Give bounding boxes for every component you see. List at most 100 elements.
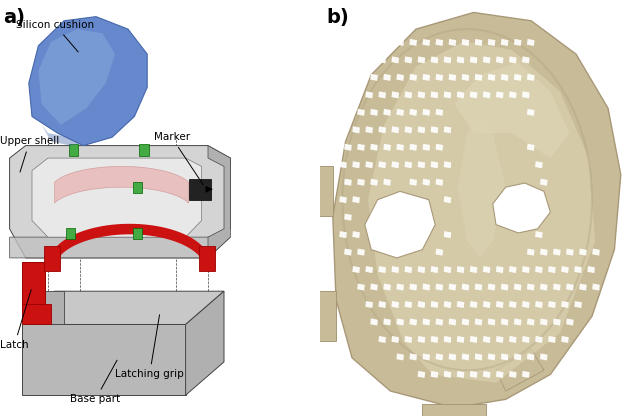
Polygon shape	[344, 179, 352, 186]
Polygon shape	[44, 246, 60, 271]
Polygon shape	[553, 249, 561, 255]
Polygon shape	[422, 319, 430, 325]
Polygon shape	[199, 246, 215, 271]
Polygon shape	[553, 284, 561, 290]
Polygon shape	[457, 57, 465, 63]
Polygon shape	[527, 249, 534, 255]
Polygon shape	[378, 126, 386, 133]
Polygon shape	[378, 266, 386, 273]
Polygon shape	[527, 354, 534, 360]
Polygon shape	[42, 125, 102, 146]
Polygon shape	[392, 92, 399, 98]
Polygon shape	[392, 266, 399, 273]
Polygon shape	[22, 262, 45, 312]
Polygon shape	[431, 266, 438, 273]
Polygon shape	[365, 191, 435, 258]
Polygon shape	[371, 109, 378, 116]
Polygon shape	[365, 266, 373, 273]
Polygon shape	[540, 249, 548, 255]
Polygon shape	[457, 371, 465, 378]
Polygon shape	[574, 266, 582, 273]
Polygon shape	[579, 284, 587, 290]
Polygon shape	[449, 39, 456, 46]
Polygon shape	[410, 109, 417, 116]
Polygon shape	[496, 349, 544, 391]
Polygon shape	[32, 158, 202, 237]
Polygon shape	[422, 404, 486, 416]
Polygon shape	[422, 284, 430, 290]
Polygon shape	[189, 179, 211, 200]
Polygon shape	[488, 74, 495, 81]
Polygon shape	[540, 354, 548, 360]
Polygon shape	[404, 126, 412, 133]
Polygon shape	[449, 74, 456, 81]
Polygon shape	[431, 57, 438, 63]
Polygon shape	[493, 183, 550, 233]
Polygon shape	[444, 161, 451, 168]
Polygon shape	[501, 319, 508, 325]
Bar	[66, 228, 76, 239]
Polygon shape	[314, 166, 333, 216]
Polygon shape	[404, 336, 412, 343]
Polygon shape	[422, 74, 430, 81]
Text: Upper shell: Upper shell	[0, 136, 60, 172]
Polygon shape	[527, 319, 534, 325]
Polygon shape	[357, 249, 365, 255]
Polygon shape	[436, 39, 443, 46]
Polygon shape	[344, 214, 352, 220]
Polygon shape	[561, 336, 569, 343]
Polygon shape	[483, 336, 490, 343]
Polygon shape	[357, 144, 365, 151]
Polygon shape	[501, 39, 508, 46]
Polygon shape	[470, 266, 477, 273]
Polygon shape	[396, 319, 404, 325]
Polygon shape	[522, 371, 530, 378]
Polygon shape	[574, 301, 582, 308]
Polygon shape	[383, 284, 391, 290]
Polygon shape	[470, 371, 477, 378]
Polygon shape	[509, 301, 516, 308]
Polygon shape	[371, 74, 378, 81]
Polygon shape	[371, 319, 378, 325]
Polygon shape	[548, 266, 556, 273]
Polygon shape	[410, 319, 417, 325]
Polygon shape	[514, 39, 522, 46]
Polygon shape	[514, 319, 522, 325]
Polygon shape	[339, 231, 347, 238]
Polygon shape	[410, 284, 417, 290]
Polygon shape	[527, 144, 534, 151]
Polygon shape	[444, 301, 451, 308]
Polygon shape	[553, 319, 561, 325]
Polygon shape	[535, 301, 543, 308]
Polygon shape	[417, 161, 425, 168]
Polygon shape	[509, 266, 516, 273]
Polygon shape	[461, 74, 469, 81]
Polygon shape	[444, 57, 451, 63]
Polygon shape	[457, 336, 465, 343]
Polygon shape	[436, 74, 443, 81]
Polygon shape	[54, 166, 189, 203]
Polygon shape	[475, 319, 483, 325]
Polygon shape	[404, 266, 412, 273]
Polygon shape	[352, 231, 360, 238]
Polygon shape	[22, 304, 51, 324]
Polygon shape	[535, 336, 543, 343]
Polygon shape	[457, 266, 465, 273]
Polygon shape	[566, 249, 573, 255]
Polygon shape	[527, 109, 534, 116]
Polygon shape	[496, 336, 504, 343]
Polygon shape	[483, 266, 490, 273]
Polygon shape	[10, 237, 230, 258]
Polygon shape	[383, 109, 391, 116]
Bar	[69, 144, 79, 156]
Polygon shape	[535, 231, 543, 238]
Polygon shape	[339, 161, 347, 168]
Polygon shape	[417, 92, 425, 98]
Polygon shape	[509, 57, 516, 63]
Polygon shape	[396, 74, 404, 81]
Polygon shape	[392, 161, 399, 168]
Polygon shape	[352, 161, 360, 168]
Polygon shape	[527, 284, 534, 290]
Polygon shape	[522, 266, 530, 273]
Polygon shape	[352, 126, 360, 133]
